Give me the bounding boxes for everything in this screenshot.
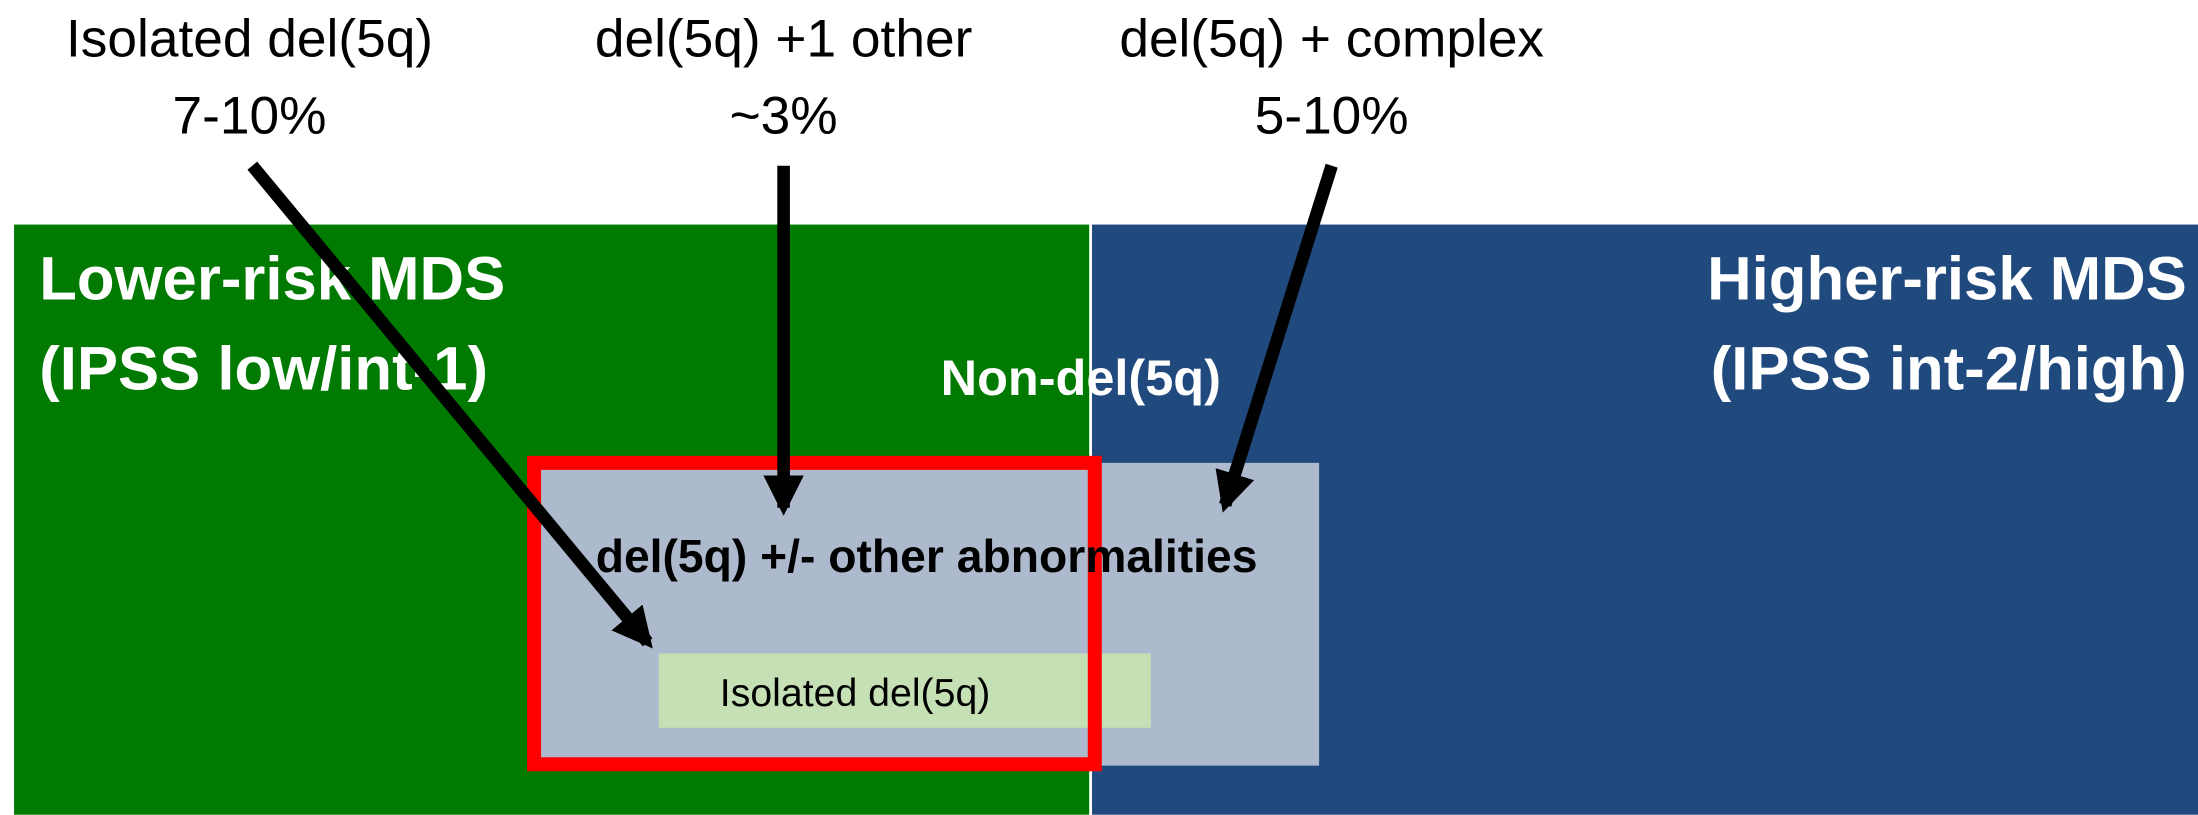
top-label: del(5q) + complex [1119, 9, 1544, 68]
top-percent: ~3% [730, 86, 838, 145]
top-label: del(5q) +1 other [595, 9, 972, 68]
isolated-label: Isolated del(5q) [720, 671, 991, 715]
del5q-label: del(5q) +/- other abnormalities [596, 530, 1258, 582]
highlight-frame [527, 455, 1102, 772]
top-percent: 7-10% [173, 86, 327, 145]
isolated-box [658, 653, 1151, 728]
higher-risk-subtitle: (IPSS int-2/high) [1711, 334, 2187, 403]
top-label: Isolated del(5q) [66, 9, 433, 68]
top-percent: 5-10% [1255, 86, 1409, 145]
arrow [1215, 163, 1338, 513]
non-del-label: Non-del(5q) [941, 349, 1221, 406]
lower-risk-title: Lower-risk MDS [39, 245, 505, 314]
arrow [247, 161, 653, 649]
higher-risk-title: Higher-risk MDS [1707, 245, 2187, 314]
